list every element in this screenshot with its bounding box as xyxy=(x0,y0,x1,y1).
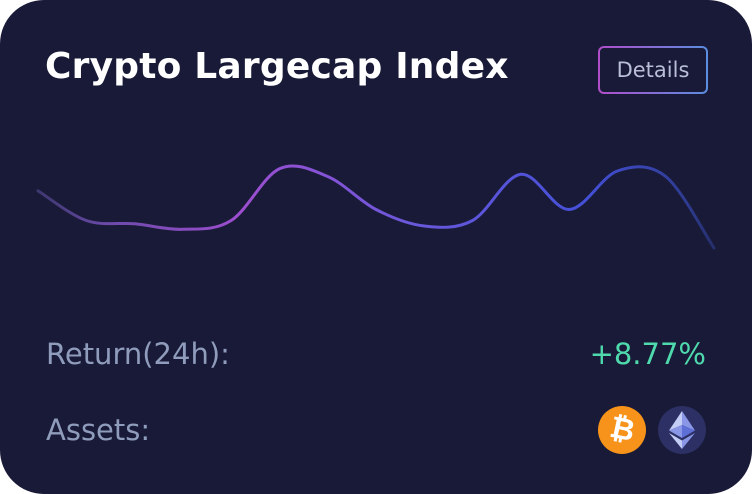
details-button-label: Details xyxy=(600,48,706,92)
assets-label: Assets: xyxy=(46,413,151,447)
return-value: +8.77% xyxy=(589,337,706,371)
ethereum-glyph xyxy=(669,411,695,449)
bitcoin-symbol: ₿ xyxy=(606,409,638,450)
card-title: Crypto Largecap Index xyxy=(45,46,509,87)
sparkline-chart xyxy=(36,164,716,250)
return-label: Return(24h): xyxy=(46,337,230,371)
bitcoin-icon[interactable]: ₿ xyxy=(598,406,646,454)
ethereum-icon[interactable] xyxy=(658,406,706,454)
details-button[interactable]: Details xyxy=(598,46,708,94)
sparkline-series-line xyxy=(36,164,716,250)
